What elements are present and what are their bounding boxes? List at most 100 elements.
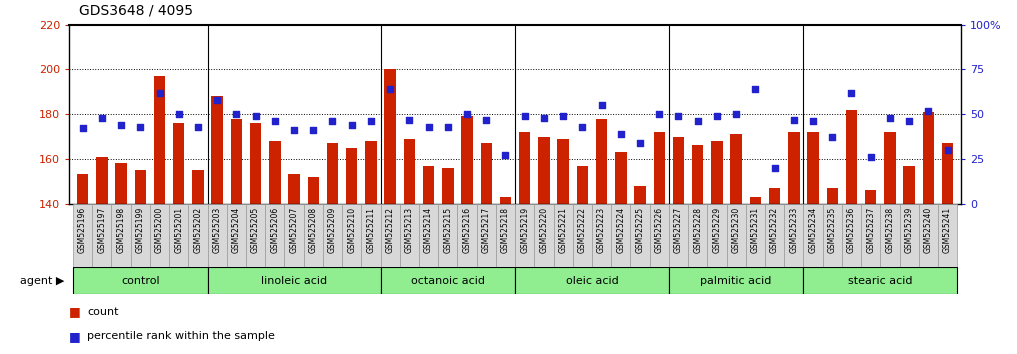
Point	[843, 90, 859, 96]
Bar	[227, 204, 246, 267]
Text: GSM525218: GSM525218	[501, 207, 510, 253]
Text: GSM525205: GSM525205	[251, 207, 260, 253]
Bar	[304, 204, 322, 267]
Text: ■: ■	[69, 305, 81, 318]
Bar	[77, 175, 88, 204]
Bar	[477, 204, 496, 267]
Bar	[730, 134, 742, 204]
Bar	[689, 204, 708, 267]
Bar	[803, 204, 823, 267]
Bar	[361, 204, 380, 267]
Text: GSM525214: GSM525214	[424, 207, 433, 253]
Point	[439, 124, 456, 130]
Bar	[938, 204, 957, 267]
Text: GSM525223: GSM525223	[597, 207, 606, 253]
Point	[612, 131, 629, 137]
Bar	[207, 204, 227, 267]
Bar	[900, 204, 918, 267]
Bar	[592, 204, 611, 267]
Bar	[519, 132, 531, 204]
Text: GSM525211: GSM525211	[366, 207, 375, 253]
Bar	[285, 204, 304, 267]
Point	[862, 154, 879, 160]
Text: oleic acid: oleic acid	[565, 275, 618, 286]
Point	[94, 115, 110, 121]
Text: GSM525232: GSM525232	[770, 207, 779, 253]
Point	[747, 86, 764, 92]
Bar	[846, 110, 857, 204]
Bar	[611, 204, 631, 267]
Bar	[538, 137, 550, 204]
Text: GSM525235: GSM525235	[828, 207, 837, 253]
Point	[190, 124, 206, 130]
Point	[459, 111, 475, 117]
Point	[305, 127, 321, 133]
Text: GSM525210: GSM525210	[347, 207, 356, 253]
Bar	[577, 166, 588, 204]
Bar	[400, 204, 419, 267]
Text: control: control	[121, 275, 160, 286]
Bar	[708, 204, 726, 267]
Bar	[711, 141, 723, 204]
Point	[940, 147, 956, 153]
Point	[152, 90, 168, 96]
Point	[286, 127, 302, 133]
Point	[651, 111, 667, 117]
Bar	[169, 204, 188, 267]
Bar	[265, 204, 285, 267]
Point	[728, 111, 744, 117]
Bar	[326, 143, 339, 204]
Bar	[250, 123, 261, 204]
Point	[536, 115, 552, 121]
Point	[228, 111, 244, 117]
Text: GSM525201: GSM525201	[174, 207, 183, 253]
Bar	[672, 137, 684, 204]
Text: GSM525220: GSM525220	[539, 207, 548, 253]
Bar	[365, 141, 376, 204]
Point	[804, 119, 821, 124]
Bar	[615, 152, 626, 204]
Bar	[884, 132, 896, 204]
Bar	[380, 267, 516, 294]
Bar	[231, 119, 242, 204]
Bar	[442, 168, 454, 204]
Bar	[654, 132, 665, 204]
Point	[594, 102, 610, 108]
Bar	[346, 148, 358, 204]
Text: GSM525209: GSM525209	[328, 207, 337, 253]
Text: GSM525233: GSM525233	[789, 207, 798, 253]
Text: ■: ■	[69, 330, 81, 343]
Bar	[380, 204, 400, 267]
Point	[901, 119, 917, 124]
Bar	[769, 188, 780, 204]
Bar	[669, 267, 803, 294]
Text: octanoic acid: octanoic acid	[411, 275, 485, 286]
Bar	[745, 204, 765, 267]
Text: GSM525212: GSM525212	[385, 207, 395, 253]
Text: GSM525221: GSM525221	[558, 207, 567, 253]
Bar	[635, 185, 646, 204]
Bar	[596, 119, 607, 204]
Point	[210, 97, 226, 103]
Point	[824, 135, 840, 140]
Bar	[173, 123, 184, 204]
Bar	[154, 76, 166, 204]
Text: GSM525227: GSM525227	[674, 207, 683, 253]
Text: GSM525236: GSM525236	[847, 207, 856, 253]
Text: percentile rank within the sample: percentile rank within the sample	[87, 331, 276, 341]
Point	[363, 119, 379, 124]
Point	[575, 124, 591, 130]
Bar	[784, 204, 803, 267]
Bar	[246, 204, 265, 267]
Bar	[423, 166, 434, 204]
Bar	[918, 204, 938, 267]
Text: GSM525216: GSM525216	[463, 207, 472, 253]
Bar	[803, 267, 957, 294]
Bar	[942, 143, 953, 204]
Bar	[726, 204, 745, 267]
Text: GSM525240: GSM525240	[923, 207, 933, 253]
Bar	[404, 139, 415, 204]
Text: GSM525202: GSM525202	[193, 207, 202, 253]
Bar	[458, 204, 477, 267]
Bar	[573, 204, 592, 267]
